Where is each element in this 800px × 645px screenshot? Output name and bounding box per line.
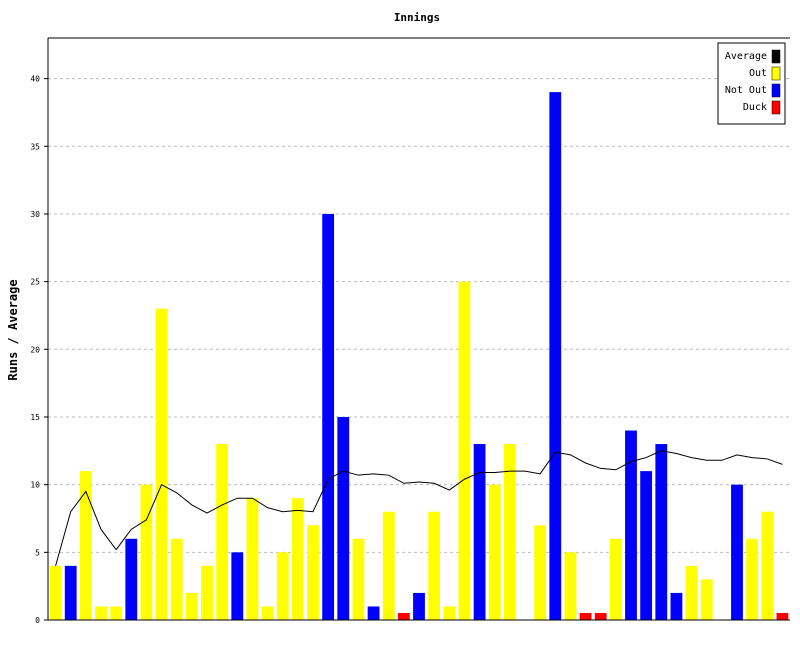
legend-label: Average [725, 51, 767, 62]
bar-out [170, 538, 183, 620]
bar-not-out [337, 416, 350, 620]
axes: 0 5 10 15 20 25 30 35 40 [30, 37, 790, 625]
bar-out [428, 511, 441, 620]
bar-out [185, 592, 198, 620]
bar-not-out [473, 444, 486, 620]
bar-out [79, 471, 92, 620]
bar-out [140, 484, 153, 620]
y-tick-label: 10 [30, 481, 40, 490]
legend: Average Out Not Out Duck [717, 42, 786, 125]
y-tick-label: 35 [30, 142, 40, 151]
bar-out [746, 538, 759, 620]
bar-not-out [413, 592, 425, 620]
legend-swatch [771, 66, 781, 81]
y-tick-label: 5 [35, 548, 40, 557]
legend-swatch [771, 83, 781, 98]
bar-out [503, 444, 516, 620]
legend-swatch [771, 100, 781, 115]
bar-not-out [549, 92, 562, 620]
average-line [55, 450, 783, 566]
y-tick-label: 25 [30, 278, 40, 287]
bar-not-out [731, 484, 743, 620]
bar-out [201, 565, 213, 620]
chart-title: Innings [394, 11, 440, 24]
bar-out [564, 552, 577, 620]
bar-not-out [367, 606, 380, 620]
bar-out [276, 552, 289, 620]
bar-out [609, 538, 622, 620]
bar-not-out [64, 565, 77, 620]
legend-label: Out [749, 68, 767, 79]
y-tick-label: 20 [30, 345, 40, 354]
bar-out [261, 606, 274, 620]
bar-not-out [655, 444, 668, 620]
bar-out [488, 484, 501, 620]
bar-not-out [670, 592, 683, 620]
bar-duck [397, 613, 410, 620]
bar-out [352, 538, 365, 620]
bar-out [534, 525, 547, 620]
bar-out [761, 511, 774, 620]
y-axis-label: Runs / Average [6, 279, 20, 380]
bar-out [443, 606, 456, 620]
bar-duck [594, 613, 607, 620]
legend-swatch [771, 49, 781, 64]
average-line-group [55, 450, 783, 566]
bar-not-out [125, 538, 138, 620]
bar-out [382, 511, 395, 620]
bar-not-out [625, 430, 637, 620]
y-tick-label: 0 [35, 616, 40, 625]
bar-out [216, 444, 229, 620]
bar-out [110, 606, 123, 620]
legend-label: Duck [743, 102, 767, 113]
bar-out [49, 565, 62, 620]
bar-out [246, 498, 259, 620]
y-tick-label: 30 [30, 210, 40, 219]
legend-label: Not Out [725, 85, 767, 96]
bar-not-out [231, 552, 244, 620]
bar-out [291, 498, 304, 620]
bar-duck [579, 613, 592, 620]
bar-out [307, 525, 319, 620]
bar-out [458, 281, 471, 620]
y-tick-label: 15 [30, 413, 40, 422]
bar-duck [776, 613, 789, 620]
y-tick-label: 40 [30, 75, 40, 84]
bar-out [700, 579, 713, 620]
bar-not-out [640, 471, 653, 620]
bar-out [95, 606, 107, 620]
bars [49, 92, 789, 620]
bar-out [155, 308, 168, 620]
bar-out [685, 565, 698, 620]
bar-not-out [322, 213, 335, 620]
